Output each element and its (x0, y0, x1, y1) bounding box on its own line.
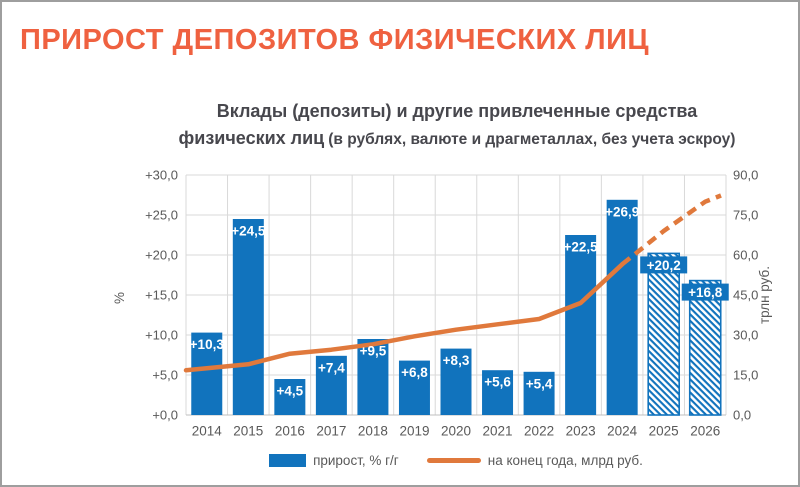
bar-2025 (647, 252, 680, 416)
bar-label-2022: +5,4 (526, 376, 553, 391)
chart-title-line2: физических лиц (в рублях, валюте и драгме… (112, 125, 798, 153)
x-label-2025: 2025 (649, 424, 679, 439)
bar-2026 (688, 279, 722, 416)
bar-label-2017: +7,4 (318, 360, 345, 375)
bar-label-2020: +8,3 (443, 353, 470, 368)
bar-label-2026: +16,8 (688, 285, 723, 300)
bar-label-2023: +22,5 (564, 240, 599, 255)
x-label-2017: 2017 (316, 424, 346, 439)
chart-legend: прирост, % г/г на конец года, млрд руб. (186, 453, 726, 468)
x-label-2024: 2024 (607, 424, 638, 439)
bar-label-chip (640, 256, 688, 274)
x-label-2014: 2014 (192, 424, 223, 439)
x-label-2023: 2023 (566, 424, 596, 439)
legend-item-bars: прирост, % г/г (269, 453, 399, 468)
right-axis-title: трлн руб. (757, 266, 772, 324)
x-label-2016: 2016 (275, 424, 305, 439)
line-series-solid (183, 262, 625, 373)
right-tick-label: 0,0 (733, 408, 751, 423)
bar-2020 (440, 348, 472, 415)
bar-2016 (274, 379, 306, 415)
bar-swatch-icon (269, 454, 307, 467)
left-axis-title: % (112, 292, 127, 304)
left-tick-label: +15,0 (145, 288, 178, 303)
chart-title-line2-main: физических лиц (178, 128, 325, 148)
bar-label-2019: +6,8 (401, 365, 428, 380)
bar-2015 (232, 219, 264, 415)
line-swatch-icon (426, 458, 481, 463)
x-label-2015: 2015 (233, 424, 263, 439)
page-title: ПРИРОСТ ДЕПОЗИТОВ ФИЗИЧЕСКИХ ЛИЦ (20, 24, 650, 56)
bar-label-2024: +26,9 (605, 204, 639, 219)
right-tick-label: 60,0 (733, 248, 758, 263)
left-tick-label: +10,0 (145, 328, 178, 343)
bar-2023 (565, 235, 597, 415)
right-tick-label: 15,0 (733, 368, 758, 383)
x-label-2026: 2026 (690, 424, 720, 439)
bar-label-2018: +9,5 (360, 344, 387, 359)
bar-2018 (357, 339, 389, 415)
legend-item-line: на конец года, млрд руб. (426, 453, 643, 468)
bar-2022 (523, 371, 555, 415)
left-tick-label: +5,0 (152, 368, 178, 383)
right-tick-label: 30,0 (733, 328, 758, 343)
left-tick-label: +30,0 (145, 168, 178, 183)
x-label-2020: 2020 (441, 424, 471, 439)
x-label-2019: 2019 (399, 424, 429, 439)
x-label-2022: 2022 (524, 424, 554, 439)
bar-label-chip (681, 283, 729, 301)
right-tick-label: 45,0 (733, 288, 758, 303)
left-tick-label: +0,0 (152, 408, 178, 423)
bar-label-2025: +20,2 (647, 258, 681, 273)
bar-label-2021: +5,6 (484, 375, 511, 390)
left-tick-label: +25,0 (145, 208, 178, 223)
bar-2014 (191, 332, 223, 415)
bar-2024 (606, 199, 638, 415)
right-tick-label: 90,0 (733, 168, 758, 183)
legend-line-label: на конец года, млрд руб. (487, 453, 643, 468)
chart-title-line2-note: (в рублях, валюте и драгметаллах, без уч… (328, 131, 736, 148)
right-tick-label: 75,0 (733, 208, 758, 223)
bar-label-2014: +10,3 (190, 337, 225, 352)
bar-2021 (482, 370, 514, 415)
chart-title-line1: Вклады (депозиты) и другие привлеченные … (216, 101, 698, 121)
bar-2019 (398, 360, 430, 415)
left-tick-label: +20,0 (145, 248, 178, 263)
legend-bars-label: прирост, % г/г (313, 453, 399, 468)
bar-label-2016: +4,5 (277, 384, 304, 399)
x-label-2021: 2021 (483, 424, 513, 439)
bar-label-2015: +24,5 (231, 224, 266, 239)
x-label-2018: 2018 (358, 424, 388, 439)
bar-2017 (315, 355, 347, 415)
chart-title: Вклады (депозиты) и другие привлеченные … (112, 98, 798, 153)
